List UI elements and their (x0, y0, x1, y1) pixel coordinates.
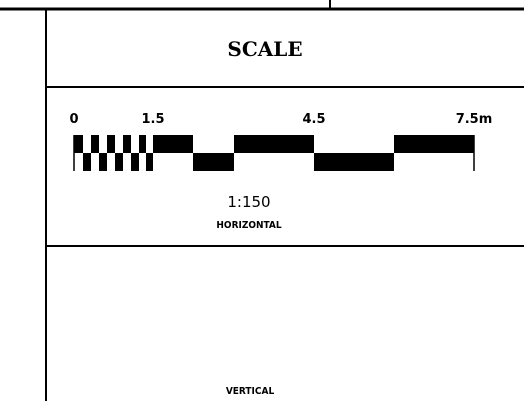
tick-label-7-5m: 7.5m (456, 112, 493, 127)
scale-seg-main-2 (193, 153, 234, 171)
scale-seg-fine-9 (139, 135, 146, 153)
scale-seg-fine-3 (91, 135, 99, 153)
scale-seg-fine-6 (115, 153, 123, 171)
scale-seg-main-4 (314, 153, 394, 171)
horizontal-caption: HORIZONTAL (216, 220, 281, 231)
scale-seg-main-3 (234, 135, 314, 153)
scale-seg-main-5 (394, 135, 474, 153)
vertical-scale: VERTICAL (226, 386, 275, 397)
scale-seg-fine-10 (146, 153, 153, 171)
panel-title: SCALE (227, 37, 302, 61)
scale-seg-fine-8 (131, 153, 139, 171)
scale-tick-labels: 0 1.5 4.5 7.5m (69, 112, 492, 127)
tick-label-1-5: 1.5 (141, 112, 164, 127)
horizontal-scale: 0 1.5 4.5 7.5m 1:150 (69, 112, 492, 231)
horizontal-ratio: 1:150 (227, 193, 270, 211)
scale-seg-fine-2 (83, 153, 91, 171)
scale-bar (73, 135, 475, 171)
scale-seg-fine-4 (99, 153, 107, 171)
scale-seg-main-1 (153, 135, 193, 153)
tick-label-4-5: 4.5 (302, 112, 325, 127)
vertical-caption: VERTICAL (226, 386, 275, 397)
scale-seg-fine-7 (123, 135, 131, 153)
scale-seg-fine-5 (107, 135, 115, 153)
scale-seg-fine-1 (74, 135, 83, 153)
tick-label-0: 0 (69, 112, 78, 127)
